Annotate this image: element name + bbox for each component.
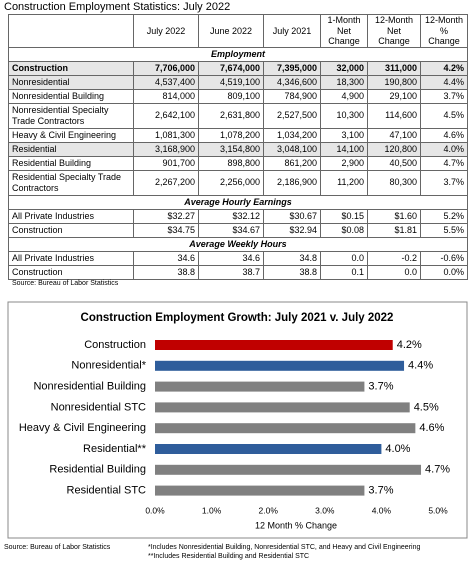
data-row: Residential Building 901,700 898,800 861,20… — [8, 155, 468, 171]
cell: 120,800 — [367, 141, 421, 157]
chart-title: Construction Employment Growth: July 202… — [81, 312, 394, 324]
cell: 3,168,900 — [133, 141, 199, 157]
header-cell — [8, 14, 134, 48]
y-tick-label: Residential** — [83, 443, 147, 455]
x-tick-label: 1.0% — [202, 505, 222, 515]
y-tick-label: Nonresidential* — [71, 360, 146, 372]
cell: 4.2% — [420, 60, 468, 76]
cell: 4.5% — [420, 102, 468, 129]
x-tick-label: 4.0% — [372, 505, 392, 515]
y-tick-label: Nonresidential STC — [51, 401, 146, 413]
value-label: 4.7% — [425, 464, 450, 476]
cell: 7,395,000 — [263, 60, 321, 76]
cell: 38.8 — [133, 264, 199, 280]
header-cell: 12-Month % Change — [420, 14, 468, 48]
cell: 3.7% — [420, 169, 468, 196]
value-label: 3.7% — [368, 485, 393, 497]
y-tick-label: Heavy & Civil Engineering — [19, 422, 146, 434]
cell: 3,048,100 — [263, 141, 321, 157]
x-tick-label: 3.0% — [315, 505, 335, 515]
x-axis-label: 12 Month % Change — [255, 520, 337, 530]
data-row: Residential 3,168,900 3,154,800 3,048,100 14… — [8, 141, 468, 157]
data-row: Construction $34.75 $34.67 $32.94 $0.08 $1.81… — [8, 222, 468, 238]
header-cell: July 2022 — [133, 14, 199, 48]
data-row: All Private Industries 34.6 34.6 34.8 0.0 -0.… — [8, 250, 468, 266]
cell: 14,100 — [320, 141, 368, 157]
value-label: 4.2% — [397, 339, 422, 351]
bar — [155, 381, 365, 392]
cell: 4.4% — [420, 74, 468, 90]
chart-frame — [7, 301, 468, 539]
y-tick-label: Construction — [84, 339, 146, 351]
cell: 32,000 — [320, 60, 368, 76]
cell: 190,800 — [367, 74, 421, 90]
bar — [155, 360, 405, 371]
cell: 7,674,000 — [198, 60, 264, 76]
x-tick-label: 5.0% — [428, 505, 448, 515]
value-label: 4.4% — [408, 360, 433, 372]
cell: 2,186,900 — [263, 169, 321, 196]
table-title: Construction Employment Statistics: July… — [4, 1, 231, 13]
row-label: Construction — [8, 60, 134, 76]
y-tick-label: Residential STC — [67, 485, 147, 497]
x-tick-label: 0.0% — [145, 505, 165, 515]
cell: 0.0% — [420, 264, 468, 280]
cell: 0.0 — [367, 264, 421, 280]
cell: 0.1 — [320, 264, 368, 280]
footnote: *Includes Nonresidential Building, Nonre… — [148, 544, 420, 551]
data-row: Nonresidential Building 814,000 809,100 784… — [8, 88, 468, 104]
cell: 311,000 — [367, 60, 421, 76]
cell: 2,256,000 — [198, 169, 264, 196]
y-tick-label: Residential Building — [49, 464, 146, 476]
bar — [155, 485, 365, 496]
y-tick-label: Nonresidential Building — [33, 381, 146, 393]
chart-source: Source: Bureau of Labor Statistics — [4, 544, 111, 551]
value-label: 3.7% — [368, 381, 393, 393]
cell: 18,300 — [320, 74, 368, 90]
row-label: Nonresidential Specialty Trade Contracto… — [8, 102, 134, 129]
header-row: July 2022 June 2022 July 2021 1-Month Net C… — [8, 14, 468, 48]
data-row: Construction 38.8 38.7 38.8 0.1 0.0 0.0% — [8, 264, 468, 280]
data-row: Heavy & Civil Engineering 1,081,300 1,078,… — [8, 127, 468, 143]
bar — [155, 340, 393, 350]
bar — [155, 423, 416, 434]
bar — [155, 464, 422, 475]
table-source: Source: Bureau of Labor Statistics — [12, 280, 119, 287]
value-label: 4.5% — [414, 401, 439, 413]
cell: 114,600 — [367, 102, 421, 129]
bar — [155, 402, 410, 413]
stats-table: July 2022 June 2022 July 2021 1-Month Net C… — [8, 14, 468, 280]
value-label: 4.0% — [385, 443, 410, 455]
header-cell: 1-Month Net Change — [320, 14, 368, 48]
value-label: 4.6% — [419, 422, 444, 434]
cell: 80,300 — [367, 169, 421, 196]
footnote: **Includes Residential Building and Resi… — [148, 553, 309, 560]
x-tick-label: 2.0% — [259, 505, 279, 515]
bar — [155, 444, 382, 454]
